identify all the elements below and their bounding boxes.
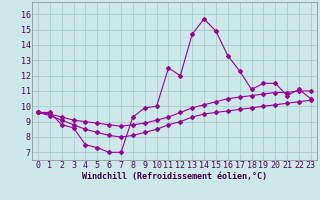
X-axis label: Windchill (Refroidissement éolien,°C): Windchill (Refroidissement éolien,°C) [82, 172, 267, 181]
